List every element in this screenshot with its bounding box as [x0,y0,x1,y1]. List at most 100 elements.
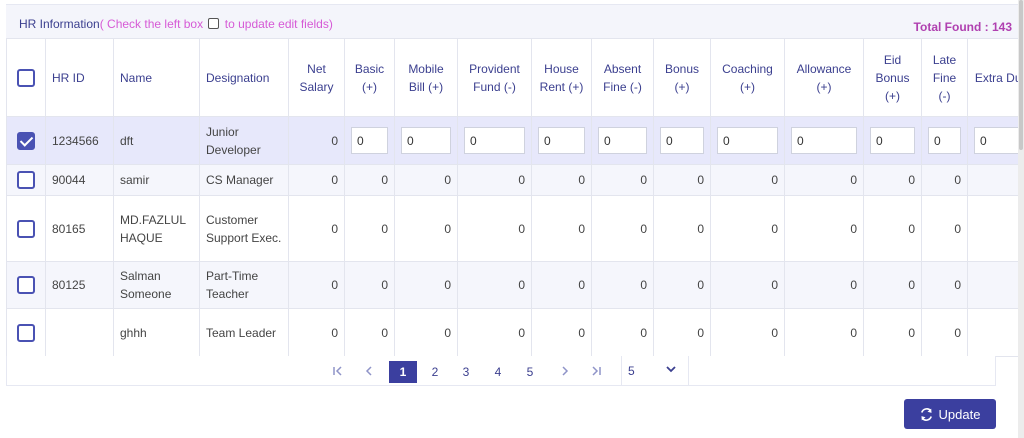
value-cell: 0 [591,308,654,357]
absent-fine-input[interactable] [598,127,647,154]
page-button[interactable]: 2 [431,365,439,379]
extra-duty-input[interactable] [974,127,1024,154]
page-size-select[interactable]: 5 [621,356,689,386]
value-cell: 0 [457,195,532,262]
column-header: House Rent (+) [531,38,592,117]
name-cell: ghhh [113,308,200,357]
value-cell: 0 [531,195,592,262]
column-header: Allowance (+) [784,38,864,117]
late-fine-input[interactable] [928,127,961,154]
table-header-row: HR ID Name Designation Net Salary Basic … [6,38,1024,117]
hr-id-cell: 80165 [45,195,114,262]
value-cell: 0 [653,195,711,262]
column-header: HR ID [45,38,114,117]
page-button[interactable]: 5 [526,365,534,379]
page-button[interactable]: 3 [462,365,470,379]
value-cell: 0 [591,261,654,309]
panel-title-text: HR Information [19,17,100,31]
page-button-active[interactable]: 1 [389,361,417,383]
value-cell: 0 [653,164,711,196]
row-checkbox-cell [6,261,46,309]
edit-cell [784,116,864,165]
designation-cell: CS Manager [199,164,289,196]
value-cell: 0 [863,195,922,262]
value-cell: 0 [591,164,654,196]
net-salary-cell: 0 [288,195,345,262]
value-cell: 0 [457,261,532,309]
update-button[interactable]: Update [904,399,996,429]
row-checkbox-cell [6,308,46,357]
hint-text-end: to update edit fields) [221,17,333,31]
hr-table: HR ID Name Designation Net Salary Basic … [6,38,1024,357]
panel-title: HR Information( Check the left box to up… [19,17,333,31]
value-cell: 0 [784,308,864,357]
select-all-checkbox[interactable] [17,68,35,87]
page-scrollbar[interactable] [1018,0,1024,438]
page-button[interactable]: 4 [494,365,502,379]
table-row: ghhh Team Leader 0 0 0 0 0 0 0 0 0 0 0 0 [6,308,1024,357]
bonus-input[interactable] [660,127,704,154]
value-cell: 0 [344,261,395,309]
coaching-input[interactable] [717,127,778,154]
value-cell: 0 [863,308,922,357]
edit-cell [394,116,458,165]
eid-bonus-input[interactable] [870,127,915,154]
value-cell: 0 [921,195,968,262]
allowance-input[interactable] [791,127,857,154]
row-checkbox-cell [6,195,46,262]
edit-cell [531,116,592,165]
row-checkbox-cell [6,116,46,165]
hint-text-start: ( Check the left box [99,17,204,31]
select-all-cell [6,38,46,117]
value-cell: 0 [344,195,395,262]
last-page-icon[interactable] [585,361,607,383]
column-header: Designation [199,38,289,117]
column-header: Absent Fine (-) [591,38,654,117]
value-cell: 0 [710,308,785,357]
value-cell: 0 [921,164,968,196]
value-cell: 0 [394,195,458,262]
row-checkbox[interactable] [17,323,35,342]
provident-fund-input[interactable] [464,127,525,154]
column-header: Coaching (+) [710,38,785,117]
row-checkbox-cell [6,164,46,196]
table-row: 80125 Salman Someone Part-Time Teacher 0… [6,261,1024,309]
net-salary-cell: 0 [288,116,345,165]
hr-id-cell: 90044 [45,164,114,196]
column-header: Name [113,38,200,117]
row-checkbox[interactable] [17,276,35,295]
edit-cell [344,116,395,165]
column-header: Late Fine (-) [921,38,968,117]
prev-page-icon[interactable] [358,361,380,383]
edit-cell [921,116,968,165]
value-cell: 0 [531,164,592,196]
table-row-selected: 1234566 dft Junior Developer 0 [6,116,1024,165]
value-cell: 0 [967,164,1024,196]
name-cell: dft [113,116,200,165]
column-header: Provident Fund (-) [457,38,532,117]
edit-cell [591,116,654,165]
designation-cell: Junior Developer [199,116,289,165]
first-page-icon[interactable] [327,361,349,383]
value-cell: 0 [784,195,864,262]
column-header: Extra Duty (+) [967,38,1024,117]
column-header: Bonus (+) [653,38,711,117]
value-cell: 0 [967,195,1024,262]
house-rent-input[interactable] [538,127,585,154]
net-salary-cell: 0 [288,164,345,196]
designation-cell: Part-Time Teacher [199,261,289,309]
hr-information-panel: HR Information( Check the left box to up… [6,0,1024,390]
basic-input[interactable] [351,127,388,154]
next-page-icon[interactable] [554,361,576,383]
row-checkbox[interactable] [17,219,35,238]
value-cell: 0 [784,261,864,309]
value-cell: 0 [394,261,458,309]
hr-id-cell: 80125 [45,261,114,309]
row-checkbox[interactable] [17,171,35,190]
value-cell: 0 [784,164,864,196]
value-cell: 0 [531,308,592,357]
scrollbar-thumb[interactable] [1019,0,1023,150]
page-size-value: 5 [628,364,635,378]
mobile-bill-input[interactable] [401,127,451,154]
row-checkbox[interactable] [17,131,35,150]
